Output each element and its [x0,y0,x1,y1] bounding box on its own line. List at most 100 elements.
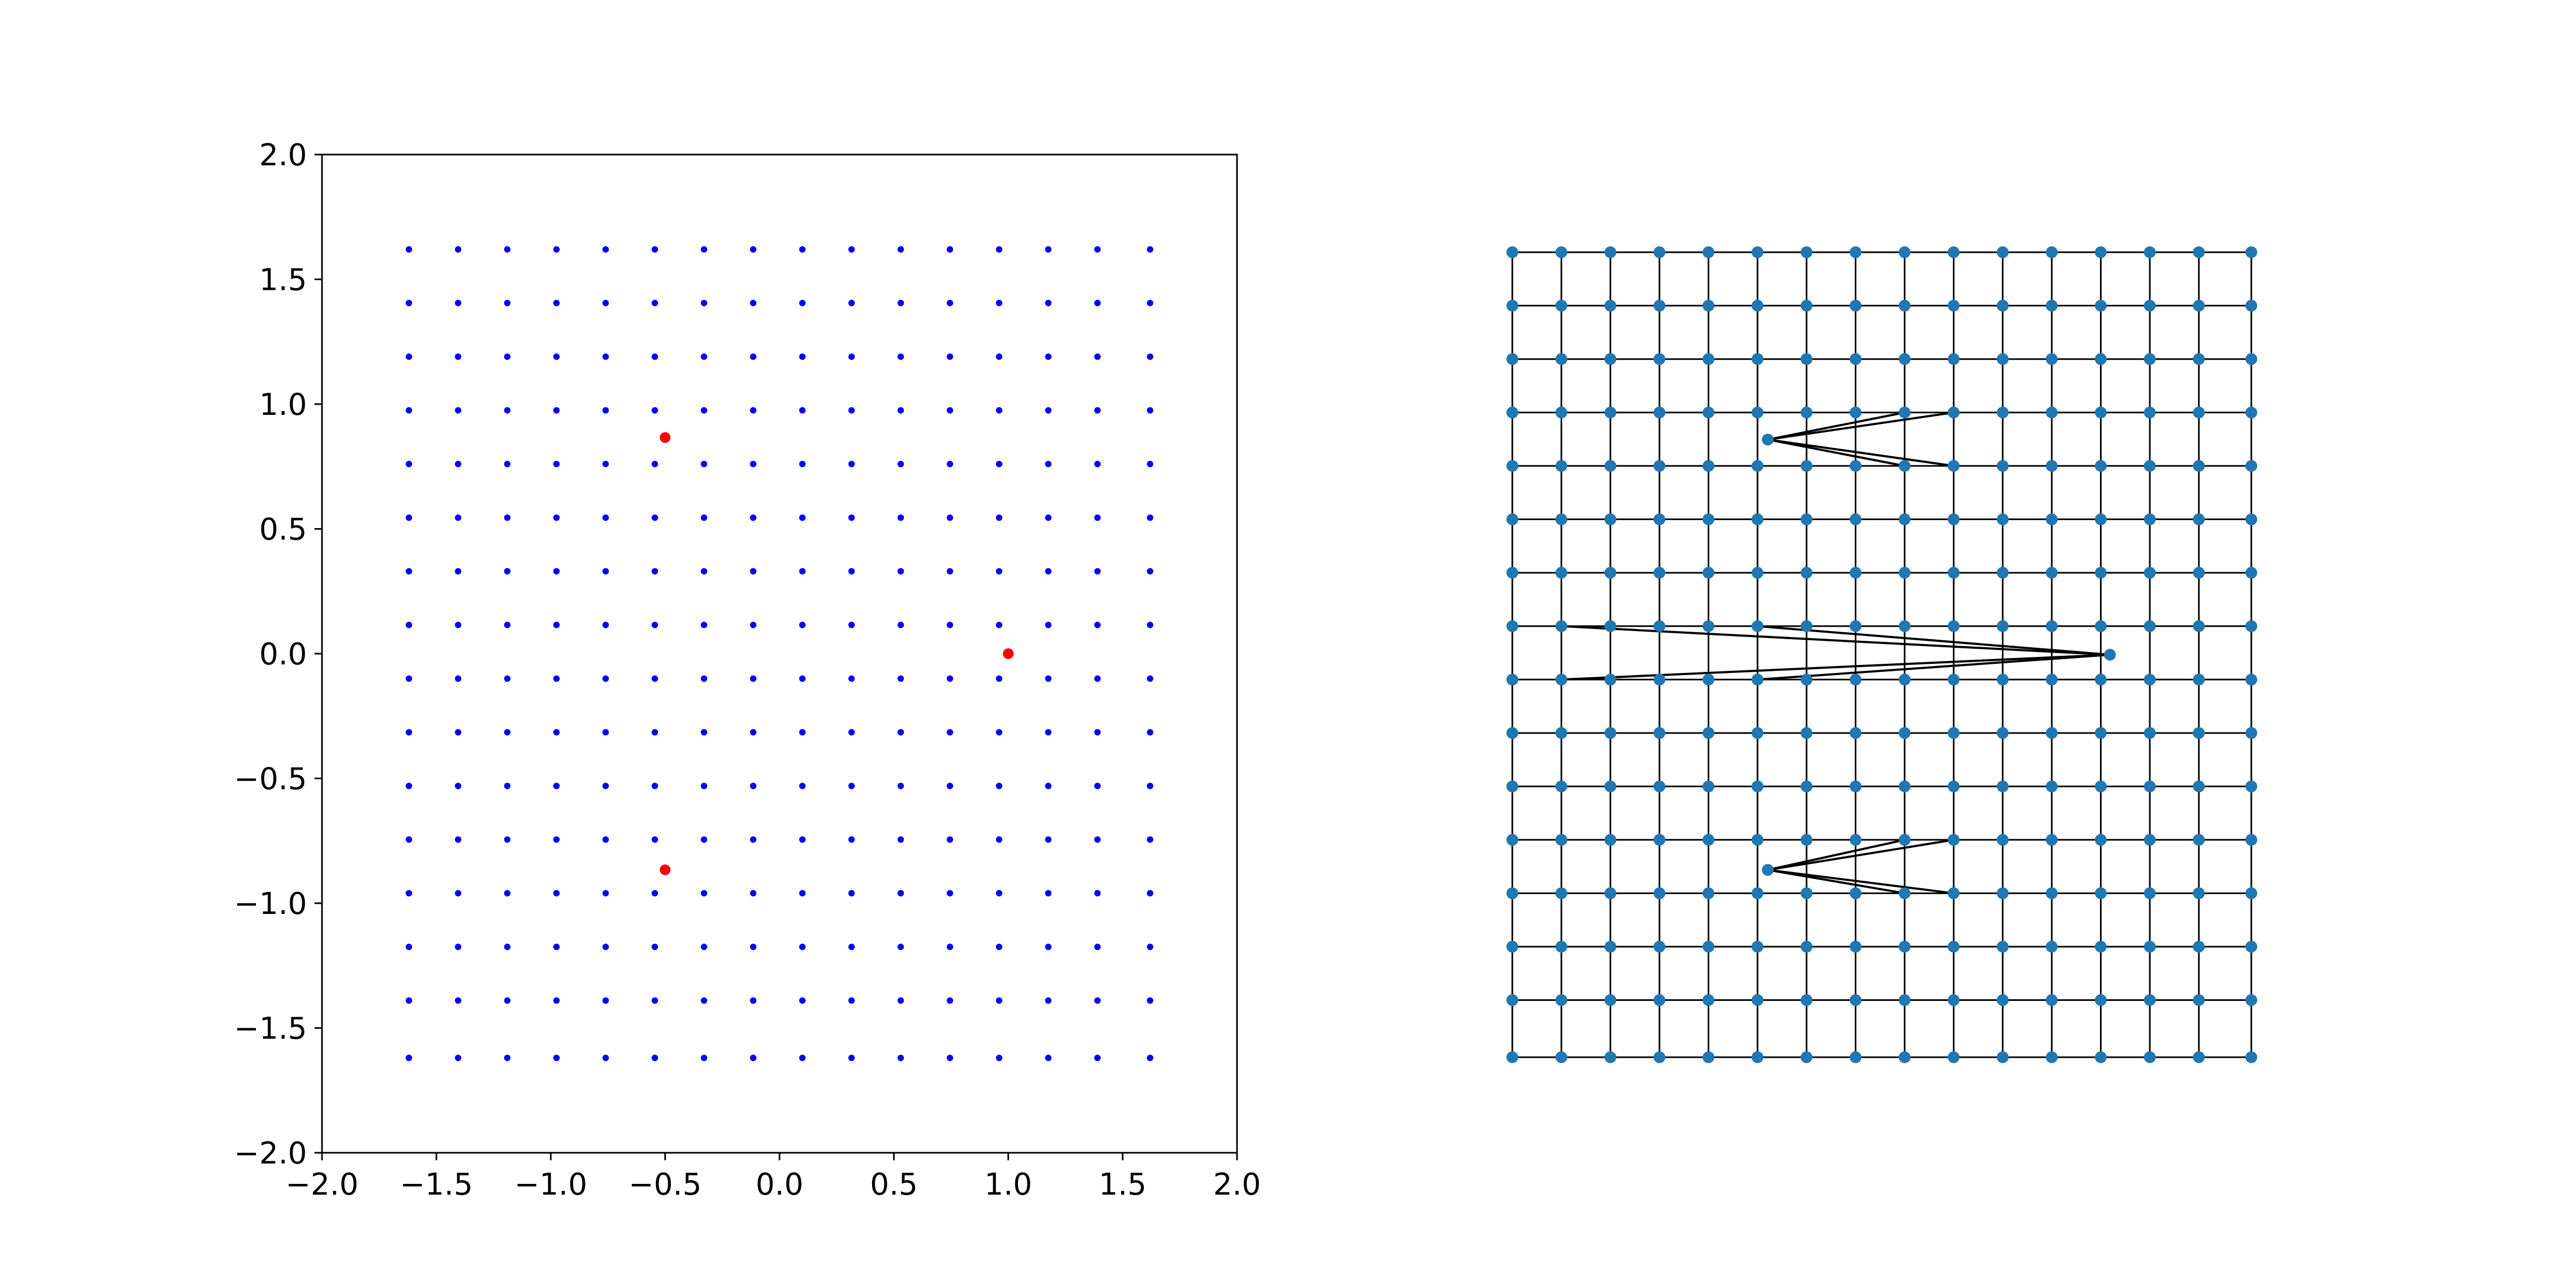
scatter-point [1147,943,1154,950]
graph-node [1948,727,1960,739]
scatter-point [405,621,412,628]
graph-node [1996,994,2009,1006]
graph-node [1653,780,1666,793]
scatter-point [652,353,658,360]
scatter-point [602,299,609,306]
graph-node [2046,674,2058,686]
graph-node [1604,1051,1616,1063]
scatter-point [750,246,757,253]
graph-node [1604,567,1616,579]
graph-node [1899,833,1911,846]
scatter-point [405,729,412,736]
scatter-point [1094,890,1101,897]
graph-node [1555,299,1568,312]
scatter-point [504,246,511,253]
scatter-point [848,514,855,521]
y-tick-label: 0.0 [259,637,307,672]
graph-node [2245,994,2257,1006]
graph-node [2095,674,2107,686]
graph-node [2245,1051,2257,1063]
scatter-point [652,782,658,789]
graph-edge [1767,868,1954,895]
graph-node [2143,1051,2156,1063]
graph-node [1555,833,1568,846]
graph-node [1653,460,1666,472]
scatter-point [750,621,757,628]
scatter-point [405,353,412,360]
scatter-point [602,246,609,253]
scatter-point [848,353,855,360]
scatter-point [652,514,658,521]
graph-node [1801,1051,1813,1063]
graph-node [1653,513,1666,525]
scatter-point [897,729,904,736]
graph-node [1653,620,1666,632]
graph-node [1604,620,1616,632]
graph-node [1751,780,1763,793]
graph-node [2095,299,2107,312]
graph-node [1604,353,1616,365]
graph-node [1506,246,1518,258]
scatter-point [700,514,707,521]
scatter-point [602,407,609,414]
graph-node [2245,246,2257,258]
scatter-point [897,890,904,897]
graph-edge [1767,438,1905,467]
graph-node [1996,727,2009,739]
scatter-point [700,621,707,628]
graph-node [1555,460,1568,472]
graph-node [1996,460,2009,472]
graph-node [1506,513,1518,525]
graph-node [1604,994,1616,1006]
scatter-point [1094,246,1101,253]
scatter-point [602,997,609,1004]
scatter-point [848,890,855,897]
graph-node [1506,780,1518,793]
graph-node [1653,246,1666,258]
graph-node [1702,833,1715,846]
graph-node [1996,353,2009,365]
graph-edge [1561,654,2110,681]
scatter-point [897,407,904,414]
graph-node [1801,674,1813,686]
graph-node [1702,780,1715,793]
scatter-point [1045,299,1052,306]
scatter-point [652,299,658,306]
graph-node [1899,940,1911,953]
scatter-point [504,621,511,628]
scatter-point [1094,782,1101,789]
graph-node [1996,780,2009,793]
graph-node [2245,727,2257,739]
graph-node [1506,727,1518,739]
graph-node [1555,1051,1568,1063]
graph-node [1751,513,1763,525]
graph-node [1604,406,1616,419]
graph-node [1996,513,2009,525]
graph-node [1948,1051,1960,1063]
scatter-point [553,299,560,306]
scatter-point [602,782,609,789]
scatter-point [750,890,757,897]
graph-node [1702,674,1715,686]
scatter-point [405,943,412,950]
graph-node [2143,887,2156,899]
graph-node [1801,246,1813,258]
scatter-point [947,353,954,360]
graph-node [2095,513,2107,525]
scatter-point [504,782,511,789]
scatter-point [1147,729,1154,736]
graph-node [1899,299,1911,312]
graph-node [1604,513,1616,525]
scatter-point [455,675,462,682]
graph-node [1702,406,1715,419]
graph-node [1604,246,1616,258]
graph-node [2095,833,2107,846]
graph-node [1604,940,1616,953]
graph-node [2193,994,2205,1006]
scatter-point [750,782,757,789]
graph-node [1801,994,1813,1006]
y-tick-label: −2.0 [234,1136,307,1171]
graph-node [1996,1051,2009,1063]
scatter-point [1147,997,1154,1004]
graph-node [1702,940,1715,953]
